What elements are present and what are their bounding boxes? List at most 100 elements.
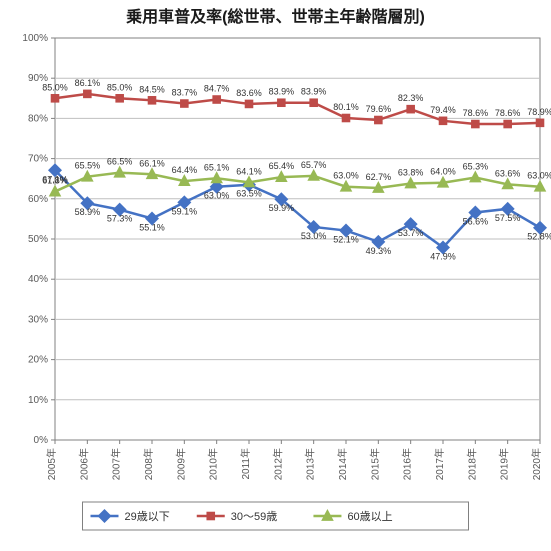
y-axis-label: 60%: [28, 194, 48, 205]
marker-square: [439, 117, 448, 126]
x-axis-label: 2012年: [271, 448, 284, 480]
x-axis-label: 2015年: [368, 448, 381, 480]
data-label: 62.7%: [366, 172, 392, 182]
data-label: 59.9%: [269, 203, 295, 213]
data-label: 57.5%: [495, 213, 521, 223]
marker-triangle: [469, 170, 482, 182]
x-axis-label: 2007年: [110, 448, 123, 480]
marker-square: [51, 94, 60, 103]
data-label: 55.1%: [139, 222, 165, 232]
data-label: 65.3%: [463, 161, 489, 171]
data-label: 83.7%: [172, 88, 198, 98]
data-label: 85.0%: [107, 82, 133, 92]
data-label: 83.9%: [269, 87, 295, 97]
marker-square: [309, 98, 318, 107]
y-axis-label: 10%: [28, 395, 48, 406]
y-axis-label: 30%: [28, 314, 48, 325]
data-label: 63.8%: [398, 168, 424, 178]
data-label: 64.0%: [430, 167, 456, 177]
data-label: 84.5%: [139, 84, 165, 94]
marker-square: [245, 100, 254, 109]
data-label: 79.6%: [366, 104, 392, 114]
data-label: 84.7%: [204, 84, 230, 94]
series-line: [55, 173, 540, 192]
x-axis-label: 2011年: [239, 448, 252, 480]
data-label: 52.8%: [527, 232, 551, 242]
x-axis-label: 2010年: [207, 448, 220, 480]
y-axis-label: 0%: [34, 435, 49, 446]
x-axis-label: 2006年: [77, 448, 90, 480]
x-axis-label: 2019年: [498, 448, 511, 480]
data-label: 66.5%: [107, 157, 133, 167]
x-axis-label: 2014年: [336, 448, 349, 480]
marker-square: [342, 114, 351, 123]
x-axis-label: 2013年: [304, 448, 317, 480]
data-label: 83.9%: [301, 87, 327, 97]
x-axis-label: 2008年: [142, 448, 155, 480]
x-axis-label: 2005年: [45, 448, 58, 480]
data-label: 83.6%: [236, 88, 262, 98]
data-label: 86.1%: [75, 78, 101, 88]
data-label: 80.1%: [333, 102, 359, 112]
data-label: 56.6%: [463, 216, 489, 226]
x-axis-label: 2018年: [465, 448, 478, 480]
data-label: 47.9%: [430, 251, 456, 261]
data-label: 64.4%: [172, 165, 198, 175]
y-axis-label: 40%: [28, 274, 48, 285]
data-label: 63.6%: [495, 168, 521, 178]
marker-square: [83, 90, 92, 99]
data-label: 49.3%: [366, 246, 392, 256]
chart-title: 乗用車普及率(総世帯、世帯主年齢階層別): [126, 7, 425, 26]
marker-triangle: [113, 166, 126, 178]
legend-label: 60歳以上: [347, 510, 392, 523]
data-label: 65.4%: [269, 161, 295, 171]
marker-square: [277, 98, 286, 107]
y-axis-label: 80%: [28, 113, 48, 124]
data-label: 63.0%: [527, 171, 551, 181]
data-label: 64.1%: [236, 166, 262, 176]
data-label: 78.6%: [495, 108, 521, 118]
marker-square: [406, 105, 415, 114]
legend-label: 29歳以下: [125, 510, 170, 523]
y-axis-label: 100%: [22, 33, 48, 44]
marker-square: [212, 95, 221, 104]
x-axis-label: 2017年: [433, 448, 446, 480]
data-label: 63.5%: [236, 189, 262, 199]
data-label: 78.9%: [527, 107, 551, 117]
y-axis-label: 70%: [28, 154, 48, 165]
y-axis-label: 50%: [28, 234, 48, 245]
data-label: 65.7%: [301, 160, 327, 170]
data-label: 53.7%: [398, 228, 424, 238]
data-label: 57.3%: [107, 214, 133, 224]
series-line: [55, 170, 540, 247]
x-axis-label: 2020年: [530, 448, 543, 480]
marker-square: [180, 99, 189, 108]
data-label: 65.1%: [204, 162, 230, 172]
marker-square: [536, 119, 545, 128]
data-label: 66.1%: [139, 158, 165, 168]
x-axis-label: 2016年: [401, 448, 414, 480]
data-label: 82.3%: [398, 93, 424, 103]
data-label: 59.1%: [172, 206, 198, 216]
marker-square: [374, 116, 383, 125]
marker-square: [148, 96, 157, 105]
data-label: 63.0%: [204, 191, 230, 201]
data-label: 53.0%: [301, 231, 327, 241]
data-label: 78.6%: [463, 108, 489, 118]
data-label: 58.9%: [75, 207, 101, 217]
marker-square: [115, 94, 124, 103]
y-axis-label: 20%: [28, 355, 48, 366]
x-axis-label: 2009年: [174, 448, 187, 480]
legend-label: 30～59歳: [231, 510, 277, 523]
data-label: 85.0%: [42, 82, 68, 92]
data-label: 61.8%: [42, 176, 68, 186]
data-label: 65.5%: [75, 161, 101, 171]
marker-triangle: [210, 171, 223, 183]
marker-square: [206, 512, 215, 521]
data-label: 63.0%: [333, 171, 359, 181]
data-label: 79.4%: [430, 105, 456, 115]
line-chart: 乗用車普及率(総世帯、世帯主年齢階層別) 0% 10% 20% 30% 40% 50% 60%…: [0, 0, 551, 551]
chart-container: 乗用車普及率(総世帯、世帯主年齢階層別) 0% 10% 20% 30% 40% 50% 60%…: [0, 0, 551, 551]
data-label: 52.1%: [333, 235, 359, 245]
marker-square: [471, 120, 480, 129]
